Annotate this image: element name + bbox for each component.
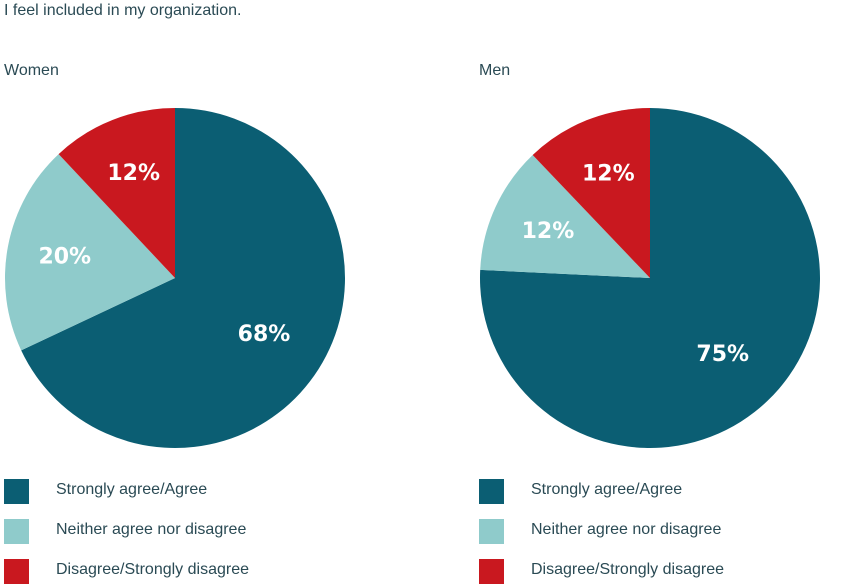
pie-label-women-strongly-agree-agree: 68%	[238, 322, 291, 347]
pie-label-men-disagree-strongly-disagree: 12%	[582, 161, 635, 186]
pie-chart-men: 75% 12% 12%	[480, 108, 820, 448]
legend-item-men-disagree-strongly-disagree: Disagree/Strongly disagree	[475, 557, 850, 585]
legend-item-men-strongly-agree-agree: Strongly agree/Agree	[475, 477, 850, 505]
pie-title-men: Men	[479, 62, 511, 79]
figure-title: I feel included in my organization.	[4, 2, 242, 19]
legend-item-women-neither-agree-nor-disagree: Neither agree nor disagree	[0, 517, 400, 545]
legend-label: Disagree/Strongly disagree	[531, 561, 724, 578]
pie-title-women: Women	[4, 62, 59, 79]
legend-swatch	[4, 519, 29, 544]
legend-label: Strongly agree/Agree	[56, 481, 208, 498]
pie-label-women-neither-agree-nor-disagree: 20%	[38, 244, 91, 269]
legend-item-women-disagree-strongly-disagree: Disagree/Strongly disagree	[0, 557, 400, 585]
legend-item-men-neither-agree-nor-disagree: Neither agree nor disagree	[475, 517, 850, 545]
pie-panel-men: Men 75% 12% 12% Strongly agree/Agree Neithe…	[475, 60, 850, 588]
pie-label-women-disagree-strongly-disagree: 12%	[107, 161, 160, 186]
legend-label: Neither agree nor disagree	[531, 521, 722, 538]
legend-label: Strongly agree/Agree	[531, 481, 683, 498]
pie-slice-women-disagree-strongly-disagree	[58, 108, 175, 278]
legend-swatch	[4, 559, 29, 584]
pie-slice-men-disagree-strongly-disagree	[532, 108, 650, 278]
pie-slice-women-neither-agree-nor-disagree	[4, 154, 175, 351]
legend-label: Disagree/Strongly disagree	[56, 561, 249, 578]
legend-swatch	[479, 479, 504, 504]
pie-slice-women-strongly-agree-agree	[21, 108, 346, 449]
pie-label-men-strongly-agree-agree: 75%	[696, 342, 749, 367]
legend-label: Neither agree nor disagree	[56, 521, 247, 538]
pie-label-men-neither-agree-nor-disagree: 12%	[522, 219, 575, 244]
legend-item-women-strongly-agree-agree: Strongly agree/Agree	[0, 477, 400, 505]
legend-swatch	[479, 559, 504, 584]
pie-slice-men-neither-agree-nor-disagree	[480, 154, 650, 278]
legend-swatch	[4, 479, 29, 504]
pie-chart-women: 68% 20% 12%	[4, 108, 346, 449]
pie-panel-women: Women 68% 20% 12% Strongly agree/Agree Neit…	[0, 60, 420, 588]
legend-swatch	[479, 519, 504, 544]
